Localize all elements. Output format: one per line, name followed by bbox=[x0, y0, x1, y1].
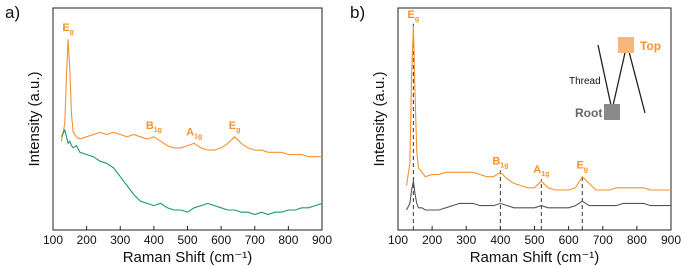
peak-label: Eg bbox=[62, 22, 74, 36]
peak-label-sub: g bbox=[415, 16, 419, 23]
peak-label-sub: 1g bbox=[541, 171, 549, 178]
peak-label-main: A bbox=[533, 164, 541, 176]
top-label: Top bbox=[640, 39, 661, 53]
plot-frame bbox=[52, 7, 323, 231]
peak-label: A1g bbox=[533, 164, 549, 178]
x-tick-label: 400 bbox=[490, 233, 510, 247]
peak-label-sub: g bbox=[70, 29, 74, 36]
peak-label: Eg bbox=[229, 120, 241, 134]
x-tick-label: 900 bbox=[661, 233, 681, 247]
peak-label-sub: 1g bbox=[154, 127, 162, 134]
peak-label-sub: 1g bbox=[194, 133, 202, 140]
spectrum-line bbox=[405, 25, 671, 191]
root-label: Root bbox=[575, 106, 602, 120]
inset-diagram: Thread Root Top bbox=[569, 37, 661, 120]
x-tick-label: 300 bbox=[110, 233, 130, 247]
x-tick-label: 700 bbox=[593, 233, 613, 247]
x-axis-label: Raman Shift (cm⁻¹) bbox=[123, 249, 253, 266]
peak-label: B1g bbox=[146, 120, 162, 134]
peak-label-main: B bbox=[492, 155, 500, 167]
peak-label-main: E bbox=[408, 9, 415, 21]
thread-label: Thread bbox=[569, 76, 601, 87]
top-box bbox=[618, 37, 634, 53]
x-tick-label: 600 bbox=[211, 233, 231, 247]
panel-label: a) bbox=[5, 3, 20, 22]
y-axis-label: Intensity (a.u.) bbox=[371, 71, 388, 166]
x-tick-label: 100 bbox=[388, 233, 408, 247]
spectrum-line bbox=[60, 39, 322, 158]
x-tick-label: 800 bbox=[278, 233, 298, 247]
x-axis-label: Raman Shift (cm⁻¹) bbox=[470, 249, 600, 266]
x-tick-label: 200 bbox=[77, 233, 97, 247]
spectrum-line bbox=[60, 128, 323, 216]
x-tick-label: 800 bbox=[627, 233, 647, 247]
peak-label-main: E bbox=[576, 160, 583, 172]
peak-label-main: B bbox=[146, 120, 154, 132]
peak-label-sub: 1g bbox=[500, 162, 508, 169]
peak-label-main: E bbox=[62, 22, 69, 34]
x-tick-label: 400 bbox=[144, 233, 164, 247]
peak-label-main: E bbox=[229, 120, 236, 132]
root-box bbox=[604, 104, 620, 120]
x-tick-label: 700 bbox=[245, 233, 265, 247]
peak-label: Eg bbox=[408, 9, 420, 23]
x-tick-label: 900 bbox=[312, 233, 332, 247]
x-tick-label: 500 bbox=[177, 233, 197, 247]
peak-label-main: A bbox=[186, 126, 194, 138]
peak-label: A1g bbox=[186, 126, 202, 140]
x-tick-label: 600 bbox=[559, 233, 579, 247]
panel-label: b) bbox=[350, 3, 365, 22]
spectrum-line bbox=[406, 181, 671, 211]
thread-shape bbox=[597, 43, 646, 114]
x-tick-label: 100 bbox=[43, 233, 63, 247]
x-tick-label: 500 bbox=[524, 233, 544, 247]
y-axis-label: Intensity (a.u.) bbox=[26, 71, 43, 166]
peak-label: Eg bbox=[576, 160, 588, 174]
x-tick-label: 300 bbox=[456, 233, 476, 247]
peak-label-sub: g bbox=[584, 167, 588, 174]
peak-label: B1g bbox=[492, 155, 508, 169]
peak-label-sub: g bbox=[236, 127, 240, 134]
x-tick-label: 200 bbox=[422, 233, 442, 247]
